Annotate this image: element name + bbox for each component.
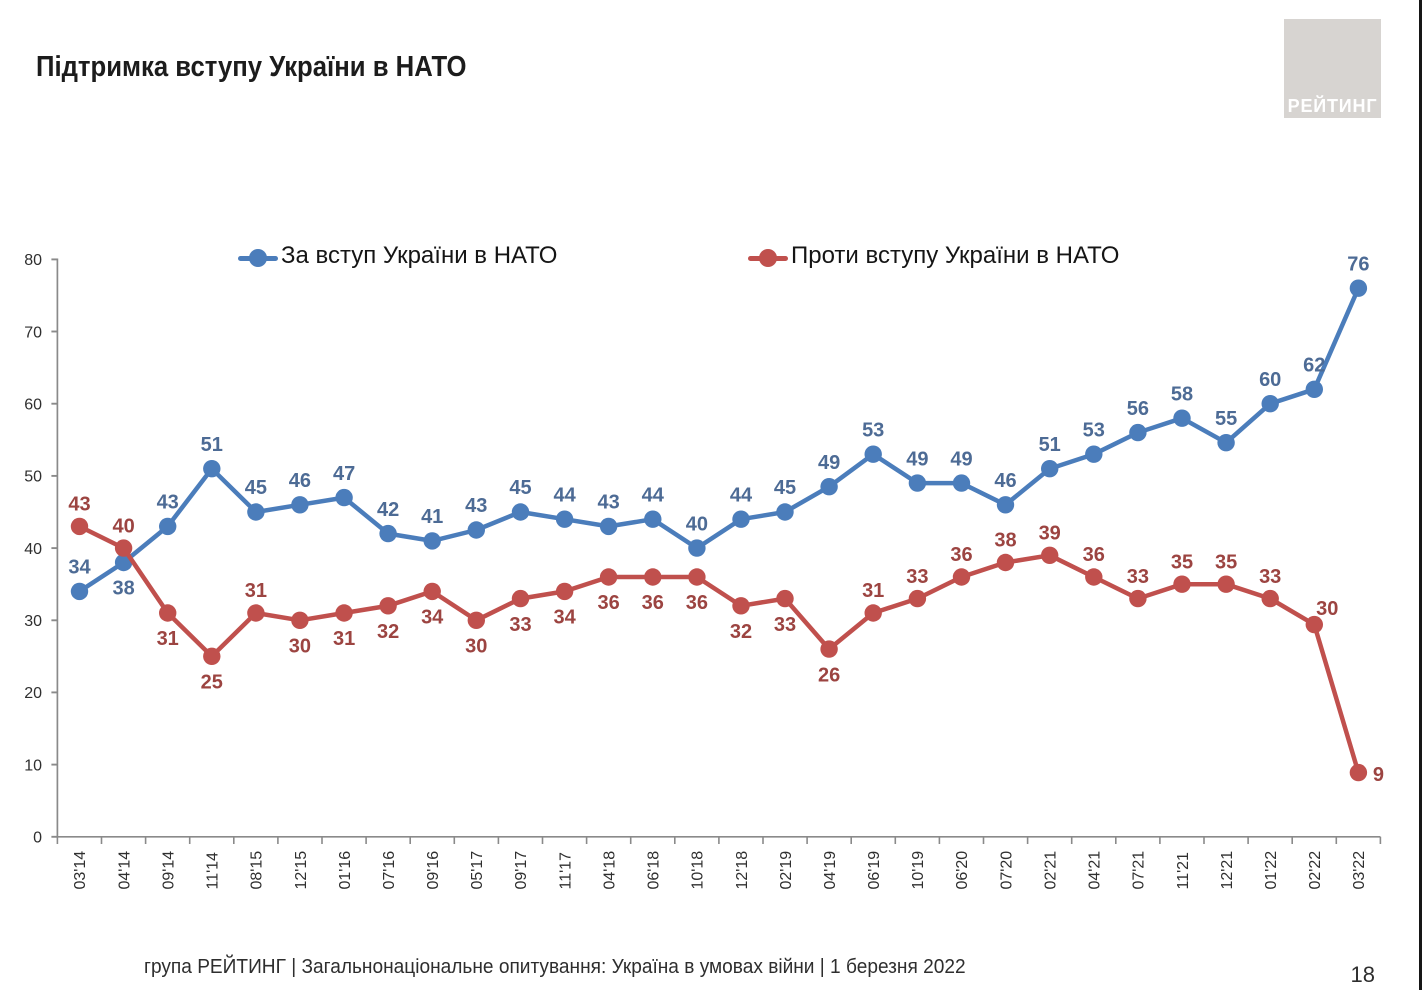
svg-text:33: 33 [509,614,531,636]
svg-text:51: 51 [1039,434,1061,456]
svg-text:53: 53 [862,419,884,441]
svg-text:47: 47 [333,463,355,485]
svg-text:9: 9 [1373,764,1384,786]
svg-text:49: 49 [818,452,840,474]
svg-text:53: 53 [1083,419,1105,441]
svg-text:02'21: 02'21 [1043,851,1060,890]
svg-text:33: 33 [1259,566,1281,588]
svg-text:76: 76 [1347,253,1369,275]
svg-text:04'18: 04'18 [601,851,618,890]
svg-text:07'20: 07'20 [998,851,1015,890]
svg-text:11'14: 11'14 [205,852,222,890]
svg-text:50: 50 [24,469,42,486]
svg-text:39: 39 [1039,523,1061,545]
svg-text:43: 43 [465,495,487,517]
svg-text:32: 32 [730,621,752,643]
svg-text:56: 56 [1127,398,1149,420]
svg-text:45: 45 [509,477,531,499]
svg-text:38: 38 [994,530,1016,552]
svg-text:09'14: 09'14 [161,851,178,890]
svg-text:62: 62 [1303,355,1325,377]
svg-text:33: 33 [906,566,928,588]
svg-text:34: 34 [421,607,444,629]
svg-text:45: 45 [774,477,796,499]
svg-text:44: 44 [730,484,753,506]
svg-text:09'17: 09'17 [513,851,530,890]
svg-text:09'16: 09'16 [425,851,442,890]
svg-text:12'18: 12'18 [734,851,751,890]
svg-text:38: 38 [112,578,134,600]
svg-text:07'16: 07'16 [381,851,398,890]
svg-text:26: 26 [818,664,840,686]
svg-text:60: 60 [1259,369,1281,391]
svg-text:01'22: 01'22 [1263,851,1280,890]
svg-text:34: 34 [553,607,576,629]
svg-text:10: 10 [24,757,42,774]
svg-text:44: 44 [642,484,665,506]
svg-text:02'22: 02'22 [1307,851,1324,890]
svg-text:36: 36 [597,592,619,614]
svg-text:34: 34 [68,557,91,579]
svg-text:40: 40 [24,541,42,558]
svg-text:30: 30 [1316,598,1338,620]
svg-text:33: 33 [1127,566,1149,588]
svg-text:60: 60 [24,397,42,414]
svg-text:30: 30 [24,613,42,630]
svg-text:31: 31 [333,628,355,650]
svg-text:20: 20 [24,685,42,702]
svg-text:04'14: 04'14 [116,851,133,890]
svg-text:0: 0 [33,830,42,847]
svg-text:03'22: 03'22 [1351,851,1368,890]
svg-text:11'17: 11'17 [557,852,574,890]
svg-text:11'21: 11'21 [1175,852,1192,890]
svg-text:49: 49 [950,448,972,470]
svg-text:46: 46 [289,470,311,492]
svg-text:36: 36 [686,592,708,614]
svg-text:43: 43 [157,492,179,514]
svg-text:36: 36 [1083,544,1105,566]
svg-text:43: 43 [68,494,90,516]
svg-text:32: 32 [377,621,399,643]
svg-text:30: 30 [289,636,311,658]
svg-text:25: 25 [201,672,223,694]
svg-text:46: 46 [994,470,1016,492]
svg-text:35: 35 [1215,551,1237,573]
svg-text:31: 31 [245,580,267,602]
svg-text:12'15: 12'15 [293,851,310,890]
svg-text:31: 31 [157,628,179,650]
svg-text:08'15: 08'15 [249,851,266,890]
svg-text:02'19: 02'19 [778,851,795,890]
svg-text:42: 42 [377,499,399,521]
svg-text:40: 40 [112,515,134,537]
svg-text:80: 80 [24,252,42,269]
svg-text:44: 44 [553,484,576,506]
svg-text:49: 49 [906,448,928,470]
svg-text:33: 33 [774,614,796,636]
svg-text:06'18: 06'18 [646,851,663,890]
svg-text:45: 45 [245,477,267,499]
svg-text:04'21: 04'21 [1087,851,1104,890]
svg-text:06'20: 06'20 [954,851,971,890]
svg-text:70: 70 [24,324,42,341]
svg-text:07'21: 07'21 [1131,851,1148,890]
svg-text:58: 58 [1171,383,1193,405]
svg-text:10'19: 10'19 [910,851,927,890]
svg-text:30: 30 [465,636,487,658]
svg-text:04'19: 04'19 [822,851,839,890]
svg-text:01'16: 01'16 [337,851,354,890]
svg-text:12'21: 12'21 [1219,851,1236,890]
svg-text:36: 36 [642,592,664,614]
svg-text:36: 36 [950,544,972,566]
svg-text:31: 31 [862,580,884,602]
svg-text:10'18: 10'18 [690,851,707,890]
svg-text:05'17: 05'17 [469,851,486,890]
svg-text:55: 55 [1215,408,1237,430]
svg-text:41: 41 [421,506,443,528]
svg-text:03'14: 03'14 [72,851,89,890]
svg-text:43: 43 [597,492,619,514]
svg-text:40: 40 [686,513,708,535]
svg-text:51: 51 [201,434,223,456]
svg-text:35: 35 [1171,551,1193,573]
svg-text:06'19: 06'19 [866,851,883,890]
